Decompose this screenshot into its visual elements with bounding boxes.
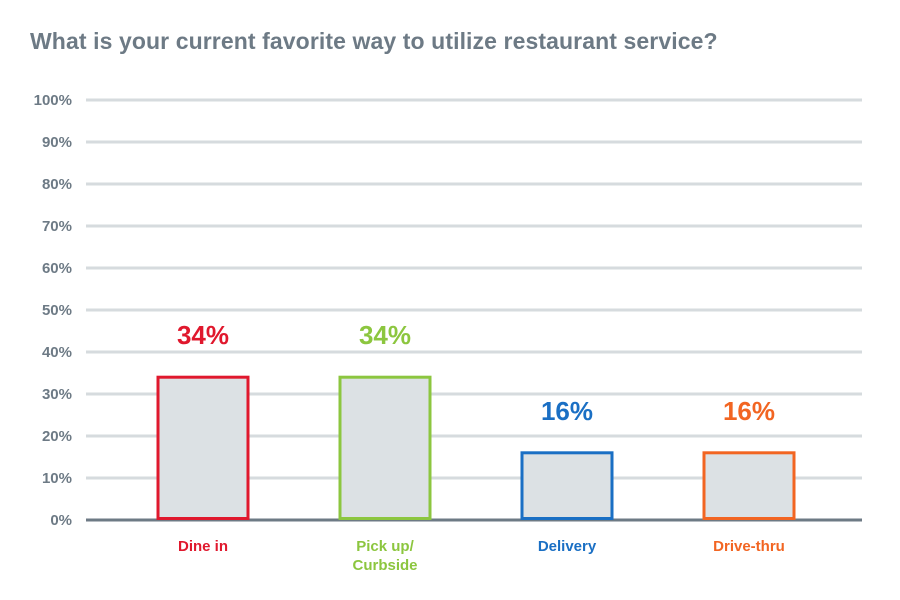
- y-tick-label: 80%: [42, 176, 72, 193]
- y-tick-label: 40%: [42, 344, 72, 361]
- y-tick-label: 70%: [42, 218, 72, 235]
- bar-dine-in: [156, 375, 250, 521]
- y-tick-label: 50%: [42, 302, 72, 319]
- y-tick-label: 10%: [42, 470, 72, 487]
- y-tick-label: 100%: [34, 92, 72, 109]
- data-label: 16%: [541, 396, 593, 426]
- y-tick-label: 90%: [42, 134, 72, 151]
- bars: [156, 375, 796, 521]
- category-label: Delivery: [538, 538, 597, 555]
- y-tick-label: 60%: [42, 260, 72, 277]
- bar-drive-thru: [702, 451, 796, 520]
- chart-title: What is your current favorite way to uti…: [30, 28, 718, 54]
- y-tick-label: 20%: [42, 428, 72, 445]
- y-tick-label: 30%: [42, 386, 72, 403]
- data-label: 34%: [359, 320, 411, 350]
- data-label: 16%: [723, 396, 775, 426]
- labels: 0% 10% 20% 30% 40% 50% 60% 70% 80% 90% 100% 34% Dine…: [34, 92, 785, 574]
- category-label: Pick up/Curbside: [352, 538, 417, 574]
- data-label: 34%: [177, 320, 229, 350]
- y-tick-label: 0%: [50, 512, 72, 529]
- category-label: Drive-thru: [713, 538, 785, 555]
- bar-pick-up-curbside: [338, 375, 432, 521]
- category-label: Dine in: [178, 538, 228, 555]
- bar-delivery: [520, 451, 614, 520]
